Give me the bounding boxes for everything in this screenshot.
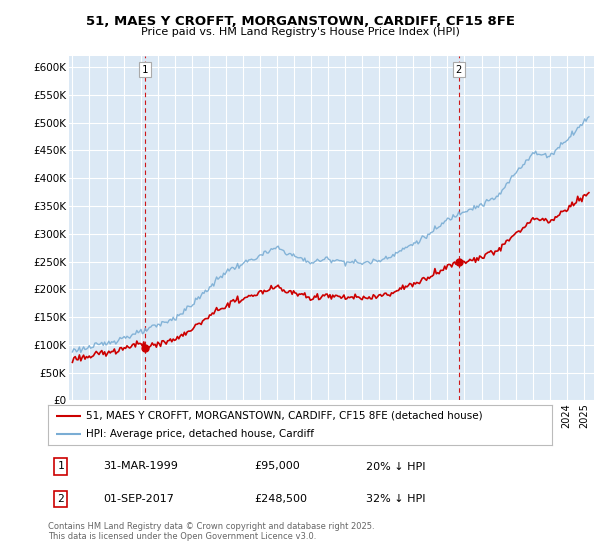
Text: Contains HM Land Registry data © Crown copyright and database right 2025.
This d: Contains HM Land Registry data © Crown c…	[48, 522, 374, 542]
Text: 1: 1	[142, 65, 148, 75]
Text: 20% ↓ HPI: 20% ↓ HPI	[365, 461, 425, 472]
Text: HPI: Average price, detached house, Cardiff: HPI: Average price, detached house, Card…	[86, 430, 314, 439]
Text: 01-SEP-2017: 01-SEP-2017	[103, 494, 175, 504]
Text: 2: 2	[57, 494, 64, 504]
Text: 31-MAR-1999: 31-MAR-1999	[103, 461, 178, 472]
Text: £248,500: £248,500	[254, 494, 308, 504]
Text: 51, MAES Y CROFFT, MORGANSTOWN, CARDIFF, CF15 8FE (detached house): 51, MAES Y CROFFT, MORGANSTOWN, CARDIFF,…	[86, 411, 482, 421]
Text: Price paid vs. HM Land Registry's House Price Index (HPI): Price paid vs. HM Land Registry's House …	[140, 27, 460, 37]
Text: 2: 2	[456, 65, 462, 75]
Text: 51, MAES Y CROFFT, MORGANSTOWN, CARDIFF, CF15 8FE: 51, MAES Y CROFFT, MORGANSTOWN, CARDIFF,…	[86, 15, 515, 27]
Text: £95,000: £95,000	[254, 461, 301, 472]
Text: 32% ↓ HPI: 32% ↓ HPI	[365, 494, 425, 504]
Text: 1: 1	[57, 461, 64, 472]
